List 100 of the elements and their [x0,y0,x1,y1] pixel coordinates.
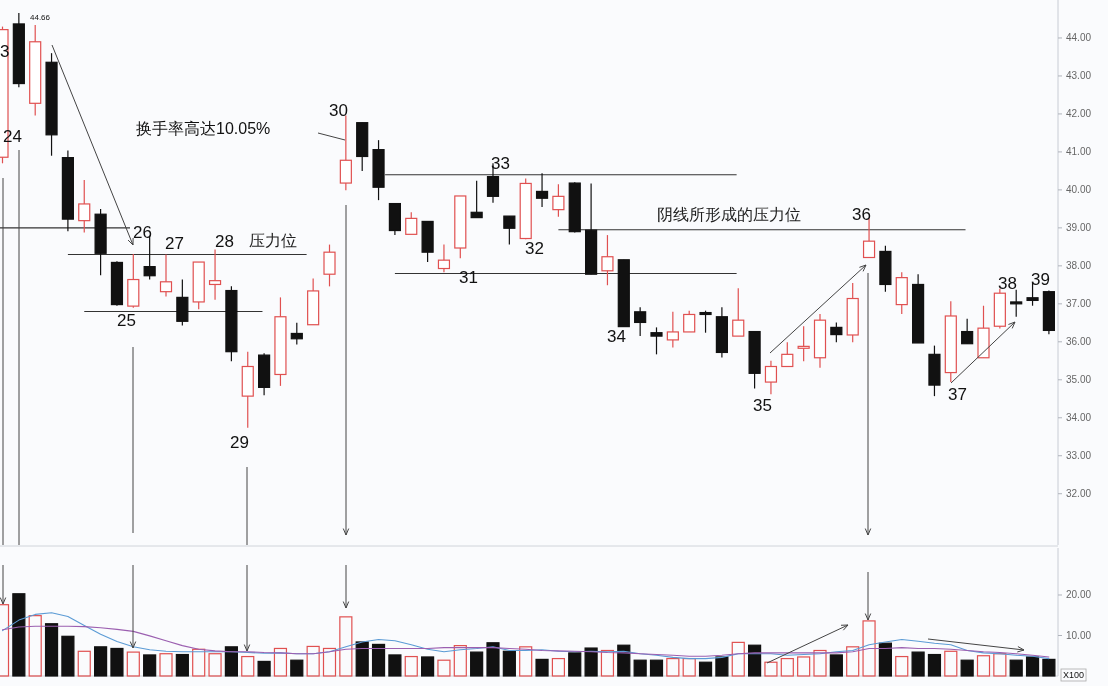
bar [355,641,369,677]
annotation: 34 [607,327,626,346]
candlestick [208,248,222,301]
y-tick-label: 41.00 [1066,146,1092,158]
candlestick [405,211,418,235]
annotation: 24 [3,127,22,146]
candlestick [781,341,794,368]
annotation: 39 [1031,270,1050,289]
candlestick [437,243,451,273]
bar [519,646,533,677]
candlestick [290,322,303,346]
bar [94,646,108,677]
bar [126,651,140,677]
bar [44,623,59,677]
candlestick [78,179,91,234]
bar [911,651,925,677]
bar [208,653,222,677]
bar [698,661,713,677]
annotation: 35 [753,396,772,415]
candlestick [764,360,778,395]
bar [143,654,157,677]
bar [470,651,484,677]
annotation: 36 [852,205,871,224]
bar [813,649,827,677]
bar [895,655,909,677]
annotation: 25 [117,311,136,330]
bar [551,657,565,677]
annotation: 32 [525,239,544,258]
bar [421,656,435,677]
bar [502,650,516,677]
bar [371,643,386,677]
line-series [1,625,1050,658]
bar [28,615,42,677]
bar [1009,659,1023,677]
bar [960,659,974,677]
candlestick [601,234,614,286]
bar [339,616,353,677]
bar [1042,658,1056,677]
bar [993,653,1007,677]
candlestick [699,310,712,334]
candlestick [732,287,745,337]
y-tick-label: 10.00 [1066,629,1092,641]
candlestick [470,180,483,219]
bar [486,642,500,677]
candlestick [683,310,696,333]
y-tick-label: 32.00 [1066,488,1092,500]
bar [241,655,255,677]
bar [257,660,271,677]
bar [976,655,991,677]
annotation: 38 [998,274,1017,293]
bar [846,646,860,677]
y-tick-label: 39.00 [1066,222,1092,234]
candlestick [830,321,843,343]
candlestick [650,326,663,355]
y-tick-label: 42.00 [1066,108,1092,120]
text: X100 [1063,670,1085,680]
annotation: 26 [133,223,152,242]
bar [633,659,647,677]
annotation: 27 [165,234,184,253]
bar [797,656,811,677]
bar [159,653,173,677]
y-tick-label: 20.00 [1066,589,1092,601]
bar [77,650,91,677]
bar [829,654,843,677]
y-tick-label: 44.00 [1066,32,1092,44]
bar [224,646,238,677]
y-tick-label: 35.00 [1066,374,1092,386]
bar [649,659,664,677]
candlestick [535,172,549,208]
y-tick-label: 40.00 [1066,184,1092,196]
bar [322,647,337,677]
bar [175,653,189,677]
bar [404,655,418,677]
candlestick [323,243,336,287]
bar [780,657,794,677]
bar [764,661,778,677]
bar [878,642,892,677]
bar [388,654,402,677]
y-tick-label: 34.00 [1066,412,1092,424]
candlestick [666,311,679,349]
bar [600,649,615,677]
bar [453,645,467,677]
bar [61,635,75,677]
bar [437,659,451,677]
bar [535,658,549,677]
ref-line-label: 阴线所形成的压力位 [657,205,801,223]
candlestick [339,114,352,191]
bar [568,652,582,677]
bar [748,644,762,677]
candlestick [176,278,189,327]
annotation: 30 [329,101,348,120]
candlestick [634,306,647,337]
ref-line-label: 压力位 [249,232,297,250]
annotation: 3 [0,42,10,61]
bar [862,620,876,677]
bar [110,647,124,677]
bar [290,659,304,677]
y-tick-label: 38.00 [1066,260,1092,272]
annotation: 33 [491,154,510,173]
bar [12,593,26,677]
